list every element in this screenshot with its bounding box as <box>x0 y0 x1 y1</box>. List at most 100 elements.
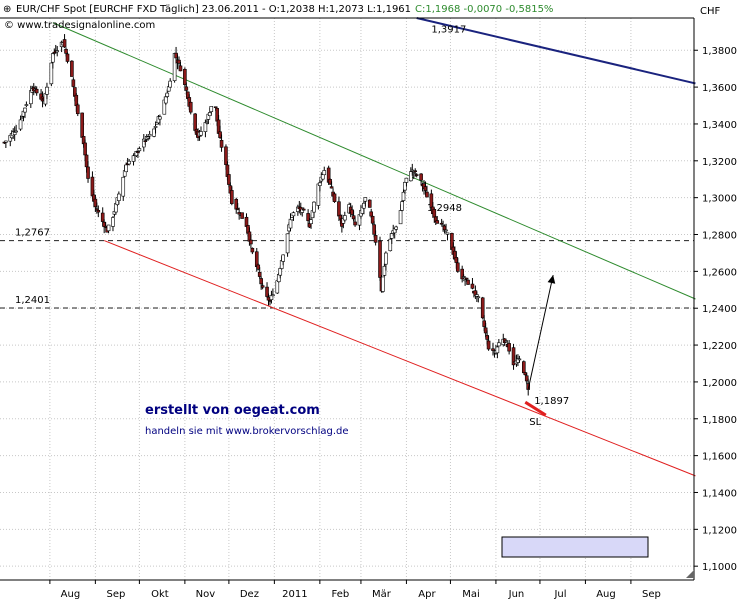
candle-body <box>121 176 126 197</box>
candle-body <box>257 272 262 277</box>
header-line: EUR/CHF Spot [EURCHF FXD Täglich] 23.06.20… <box>16 4 553 15</box>
candle-body <box>137 148 142 152</box>
candle-body <box>224 146 228 165</box>
candle-body <box>250 247 255 253</box>
candle-body <box>127 160 131 165</box>
candle-body <box>322 170 327 176</box>
y-tick-label: 1,1800 <box>702 415 737 426</box>
candle-body <box>476 296 481 299</box>
candle-body <box>23 107 27 113</box>
candle-body <box>265 286 269 297</box>
x-tick-label: Nov <box>196 589 216 600</box>
y-tick-label: 1,3000 <box>702 194 737 205</box>
candle-body <box>435 220 440 224</box>
candle-body <box>177 59 181 64</box>
candle-body <box>432 209 437 218</box>
candle-body <box>337 201 341 217</box>
x-tick-label: 2011 <box>282 589 307 600</box>
candle-body <box>256 264 261 270</box>
y-tick-label: 1,2000 <box>702 378 737 389</box>
candle-body <box>165 92 170 97</box>
candle-body <box>240 212 244 219</box>
scroll-corner-icon[interactable] <box>686 570 694 578</box>
target-arrow-shaft <box>527 274 554 390</box>
legend-box[interactable] <box>501 536 649 558</box>
candle-body <box>444 229 448 232</box>
candle-body <box>475 294 479 297</box>
candle-body <box>388 238 393 252</box>
candle-body <box>193 113 197 131</box>
y-tick-label: 1,2800 <box>702 231 737 242</box>
candle-body <box>301 208 306 211</box>
y-tick-label: 1,2600 <box>702 267 737 278</box>
y-tick-label: 1,1400 <box>702 488 737 499</box>
stop-loss-label: SL <box>529 417 541 428</box>
x-tick-label: Sep <box>106 589 125 600</box>
candle-body <box>370 215 375 224</box>
candle-body <box>24 104 29 106</box>
candle-body <box>168 80 172 88</box>
level-label: 1,2401 <box>15 295 50 306</box>
candle-body <box>517 358 522 361</box>
candle-body <box>382 265 387 276</box>
candle-body <box>312 201 316 213</box>
x-tick-label: Dez <box>240 589 259 600</box>
chart-icon[interactable]: ⊕ <box>3 4 11 15</box>
candle-body <box>285 233 290 254</box>
candle-body <box>466 279 470 285</box>
candle-body <box>372 224 376 235</box>
candle-body <box>401 191 406 201</box>
candle-body <box>318 182 322 186</box>
candle-body <box>378 240 382 278</box>
candle-body <box>522 361 526 374</box>
brand-title: erstellt von oegeat.com <box>145 403 320 418</box>
x-tick-label: Mai <box>462 589 480 600</box>
candle-body <box>367 199 372 208</box>
candle-body <box>34 88 39 94</box>
candle-body <box>410 169 415 172</box>
candle-body <box>260 285 265 288</box>
candle-body <box>413 170 418 173</box>
candle-body <box>495 346 500 354</box>
y-tick-label: 1,2200 <box>702 341 737 352</box>
candle-body <box>136 151 140 153</box>
candle-body <box>400 201 404 211</box>
candle-body <box>404 177 409 183</box>
candle-body <box>117 193 121 201</box>
candle-body <box>470 283 475 289</box>
candle-body <box>147 133 152 137</box>
candle-body <box>86 166 90 179</box>
candle-body <box>80 112 84 138</box>
candle-body <box>237 212 241 215</box>
candle-body <box>49 62 54 85</box>
candle-body <box>425 191 429 198</box>
candle-body <box>4 140 8 143</box>
brand-subtitle: handeln sie mit www.brokervorschlag.de <box>145 426 349 437</box>
stop-loss-mark <box>524 400 547 417</box>
candle-body <box>100 212 105 222</box>
header-instrument: EUR/CHF Spot [EURCHF FXD <box>16 4 157 15</box>
grid-lines <box>0 18 694 580</box>
horizontal-levels: 1,2767 1,2401 <box>0 228 694 309</box>
long-trend-label: 1,3917 <box>431 25 466 36</box>
upper-channel-line <box>52 22 696 300</box>
candle-body <box>381 276 385 292</box>
x-tick-label: Sep <box>642 589 661 600</box>
y-tick-label: 1,1600 <box>702 452 737 463</box>
candle-body <box>281 254 285 262</box>
y-tick-label: 1,1000 <box>702 562 737 573</box>
target-arrow-head <box>547 275 556 284</box>
level-label: 1,2767 <box>15 228 50 239</box>
copyright-text: © www.tradesignalonline.com <box>4 20 155 31</box>
candle-body <box>369 211 374 217</box>
candle-body <box>65 53 70 62</box>
candle-body <box>219 140 224 148</box>
x-tick-label: Okt <box>151 589 169 600</box>
candle-body <box>271 294 275 297</box>
candle-body <box>199 131 203 136</box>
candle-body <box>526 383 531 390</box>
candle-body <box>106 224 111 232</box>
x-tick-label: Apr <box>418 589 436 600</box>
y-tick-label: 1,2400 <box>702 304 737 315</box>
